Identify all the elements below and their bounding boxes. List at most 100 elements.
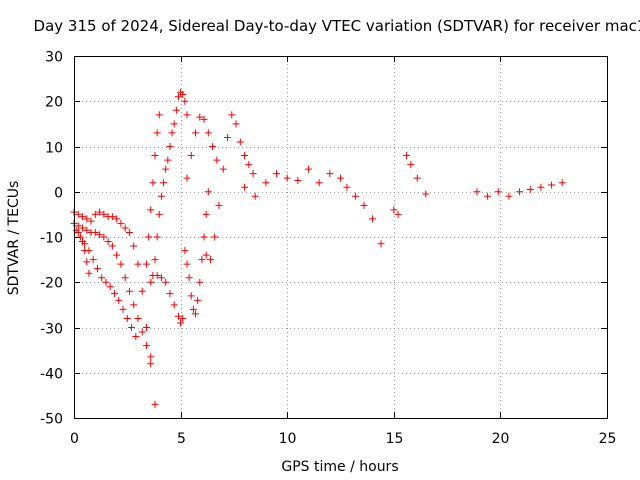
- data-point: [79, 238, 87, 246]
- data-point: [121, 274, 129, 282]
- data-point: [548, 181, 556, 189]
- data-point: [138, 328, 146, 336]
- x-axis-label: GPS time / hours: [281, 459, 398, 475]
- y-tick-label: 10: [45, 141, 63, 157]
- data-point: [85, 269, 93, 277]
- data-point: [166, 143, 174, 150]
- y-tick-label: -10: [40, 231, 63, 247]
- data-point: [151, 400, 159, 408]
- y-tick-label: -30: [40, 322, 63, 338]
- data-point: [179, 314, 187, 322]
- y-tick-label: -40: [40, 367, 63, 383]
- x-tick-label: 10: [279, 431, 297, 447]
- data-point: [147, 278, 155, 286]
- data-point: [157, 192, 165, 200]
- data-point: [390, 206, 398, 214]
- data-point: [155, 210, 163, 218]
- data-point: [294, 176, 302, 184]
- data-point: [200, 233, 208, 241]
- data-point: [134, 260, 142, 268]
- data-point: [168, 129, 176, 137]
- data-point: [147, 353, 155, 361]
- data-point: [151, 256, 159, 264]
- data-point: [422, 190, 430, 198]
- data-point: [204, 188, 212, 196]
- y-axis-label: SDTVAR / TECUs: [6, 181, 22, 296]
- data-point: [236, 138, 244, 146]
- data-point: [142, 260, 150, 268]
- y-tick-label: -20: [40, 276, 63, 292]
- x-tick-label: 5: [177, 431, 186, 447]
- series-track-j: [202, 111, 257, 264]
- data-point: [130, 242, 138, 250]
- series-track-c: [72, 226, 140, 341]
- data-point: [196, 278, 204, 286]
- data-point: [394, 210, 402, 218]
- y-tick-label: 30: [45, 50, 63, 66]
- data-point: [516, 188, 524, 196]
- data-point: [117, 260, 125, 268]
- data-point: [377, 240, 385, 248]
- data-point: [283, 174, 291, 182]
- series-track-g: [153, 271, 187, 327]
- series-track-f: [142, 111, 163, 268]
- data-point: [241, 152, 249, 160]
- data-point: [494, 188, 502, 196]
- data-point: [113, 251, 121, 259]
- data-point: [183, 111, 191, 119]
- data-point: [192, 129, 200, 137]
- data-point: [200, 115, 208, 123]
- chart-title: Day 315 of 2024, Sidereal Day-to-day VTE…: [34, 17, 640, 35]
- series-track-b: [70, 219, 155, 361]
- data-point: [100, 210, 108, 218]
- data-point: [202, 210, 210, 218]
- data-point: [403, 152, 411, 160]
- data-point: [151, 152, 159, 160]
- series-track-e: [147, 88, 191, 286]
- series-track-h: [181, 188, 212, 318]
- data-point: [505, 192, 513, 200]
- data-point: [83, 226, 91, 234]
- data-point: [142, 324, 150, 331]
- data-point: [273, 170, 281, 178]
- data-point: [407, 161, 415, 169]
- data-point: [305, 165, 313, 173]
- data-point: [79, 213, 87, 221]
- data-point: [187, 152, 195, 160]
- data-point: [162, 165, 170, 173]
- data-point: [166, 290, 174, 298]
- data-point: [100, 233, 108, 241]
- data-point: [228, 111, 236, 119]
- y-tick-label: 20: [45, 95, 63, 111]
- data-point: [125, 228, 133, 236]
- data-point: [76, 233, 84, 241]
- data-point: [153, 129, 161, 137]
- data-point: [558, 179, 566, 187]
- data-point: [177, 319, 185, 327]
- data-point: [526, 185, 534, 193]
- data-point: [162, 278, 170, 286]
- data-point: [117, 219, 125, 227]
- data-point: [187, 292, 195, 300]
- data-point: [96, 231, 104, 239]
- data-point: [179, 90, 187, 98]
- data-point: [198, 256, 206, 264]
- series-track-i: [183, 113, 221, 182]
- data-point: [170, 120, 178, 128]
- data-point: [337, 174, 344, 182]
- data-point: [125, 287, 133, 295]
- data-point: [185, 274, 193, 282]
- x-tick-label: 25: [599, 431, 617, 447]
- data-point: [106, 283, 114, 291]
- data-point: [194, 296, 202, 304]
- data-point: [213, 156, 221, 164]
- data-point: [91, 210, 99, 218]
- data-point: [160, 179, 168, 187]
- data-point: [121, 224, 129, 232]
- data-point: [145, 233, 153, 241]
- data-point: [164, 156, 172, 164]
- data-point: [181, 97, 189, 105]
- data-point: [113, 215, 121, 223]
- data-point: [96, 208, 104, 216]
